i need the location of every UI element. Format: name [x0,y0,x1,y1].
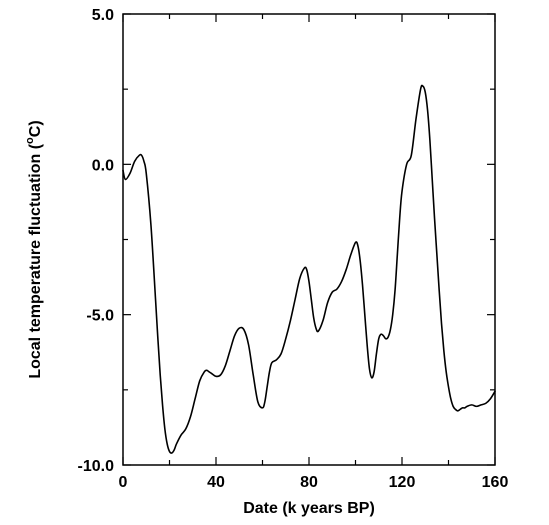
y-axis-title: Local temperature fluctuation (oC) [24,120,44,378]
y-axis-title-end: C) [27,120,44,137]
y-tick-label: -10.0 [78,458,115,475]
x-tick-label: 120 [389,474,416,491]
y-tick-label: 5.0 [92,7,114,24]
plot-frame [122,13,496,466]
x-tick-label: 40 [207,474,225,491]
series-layer [122,84,496,454]
x-tick-label: 0 [119,474,128,491]
y-axis-title-main: Local temperature fluctuation ( [27,143,44,378]
y-axis-title-superscript: o [24,137,36,144]
x-axis-title: Date (k years BP) [243,500,375,517]
axis-ticks [122,13,496,466]
tick-labels: 0 40 80 120 160 5.0 0.0 -5.0 -10.0 [78,7,509,491]
x-tick-label: 160 [482,474,509,491]
y-tick-label: -5.0 [86,308,114,325]
x-tick-label: 80 [300,474,318,491]
temperature-series-line [122,84,496,454]
y-tick-label: 0.0 [92,157,114,174]
